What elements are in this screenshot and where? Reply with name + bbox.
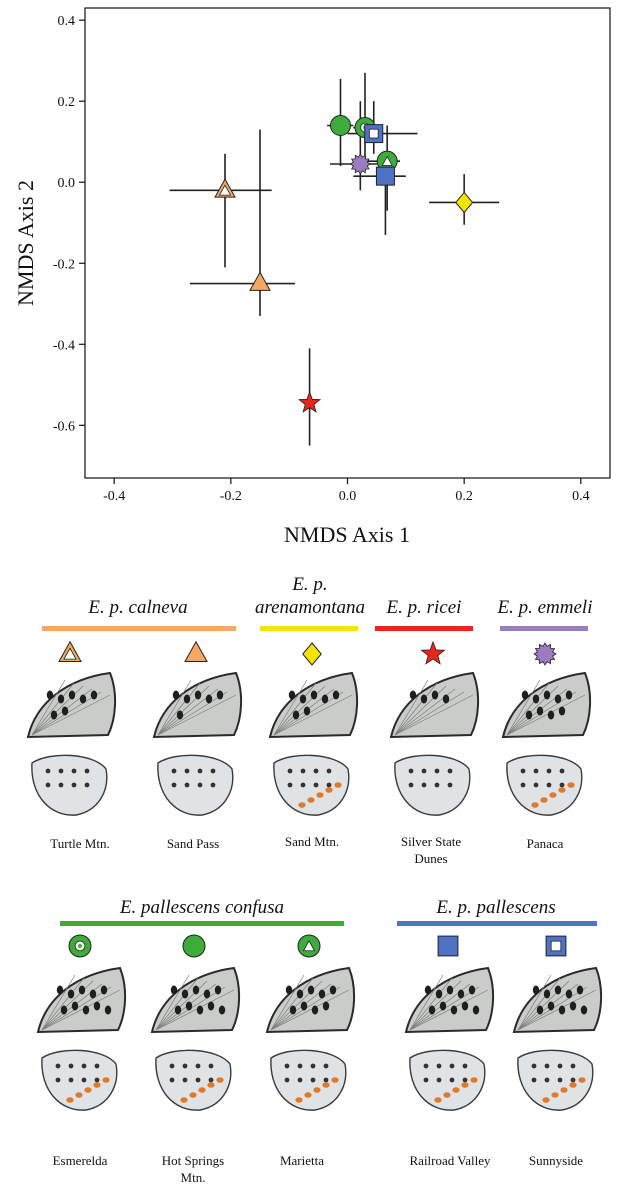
site-label-silver-state-line2: Dunes <box>414 851 448 866</box>
forewing-railroad-valley <box>404 966 495 1034</box>
point-marker-silver-state-dunes <box>298 390 322 413</box>
forewing-hot-springs-mtn <box>150 966 241 1034</box>
hindwing-hot-springs-mtn <box>155 1049 232 1111</box>
x-tick-label: -0.2 <box>220 489 242 504</box>
plot-frame <box>84 7 611 479</box>
point-marker-hot-springs-mtn <box>330 115 351 136</box>
hindwing-railroad-valley <box>409 1049 486 1111</box>
x-tick-label: -0.4 <box>103 489 125 504</box>
point-sand-mtn <box>455 191 474 214</box>
nmds-scatter-plot: -0.4 -0.2 0.0 0.2 0.4 0.4 0.2 0.0 -0.2 -0.4 -0.6 N… <box>13 7 611 547</box>
site-label-sand-mtn: Sand Mtn. <box>284 834 340 849</box>
point-silver-state-dunes <box>298 390 322 413</box>
group-bar-ricei <box>375 626 473 631</box>
forewing-esmerelda <box>36 966 127 1034</box>
point-marker-railroad-valley <box>375 166 395 186</box>
x-axis-title: NMDS Axis 1 <box>284 522 410 547</box>
forewing-turtle-mtn <box>26 671 117 739</box>
group-title-emmeli: E. p. emmeli <box>497 597 593 618</box>
site-label-sand-pass: Sand Pass <box>166 836 220 851</box>
y-axis-title: NMDS Axis 2 <box>13 180 38 306</box>
hindwing-turtle-mtn <box>31 754 108 816</box>
legend-marker-panaca <box>533 642 557 666</box>
group-bar-emmeli <box>500 626 588 631</box>
point-marker-sand-pass <box>249 271 271 291</box>
legend-marker-hot-springs-mtn <box>182 934 206 958</box>
point-marker-panaca <box>349 153 372 175</box>
legend-symbol-railroad-valley <box>437 935 459 957</box>
legend-marker-silver-state-dunes <box>420 640 446 665</box>
site-label-esmerelda: Esmerelda <box>52 1153 108 1168</box>
legend-symbol-silver-state-dunes <box>420 640 446 665</box>
hindwing-esmerelda <box>41 1049 118 1111</box>
legend-marker-sunnyside <box>545 935 567 957</box>
y-tick-label: 0.0 <box>58 176 76 191</box>
forewing-sunnyside <box>512 966 603 1034</box>
legend-marker-sand-mtn <box>302 642 322 666</box>
point-railroad-valley <box>375 166 395 186</box>
group-title-calneva: E. p. calneva <box>88 597 188 618</box>
hindwing-sand-mtn <box>273 754 350 816</box>
y-tick-label: -0.2 <box>53 257 75 272</box>
site-label-hot-springs-line1: Hot Springs <box>161 1153 225 1168</box>
hindwing-silver-state-dunes <box>394 754 471 816</box>
x-tick-label: 0.0 <box>339 489 357 504</box>
point-panaca <box>349 153 372 175</box>
y-tick-label: -0.6 <box>53 419 75 434</box>
group-bar-arenamontana <box>260 626 358 631</box>
point-sand-pass <box>249 271 271 291</box>
legend-symbol-esmerelda <box>68 934 92 958</box>
site-label-panaca: Panaca <box>526 836 564 851</box>
hindwing-sand-pass <box>157 754 234 816</box>
legend-symbol-sand-pass <box>184 640 208 663</box>
site-label-hot-springs-line2: Mtn. <box>180 1170 206 1185</box>
hindwing-marietta <box>270 1049 347 1111</box>
group-title-pallescens: E. p. pallescens <box>436 897 556 918</box>
site-label-marietta: Marietta <box>279 1153 325 1168</box>
hindwing-sunnyside <box>517 1049 594 1111</box>
legend-marker-sand-pass <box>184 640 208 663</box>
group-title-arenamontana-line1: E. p. <box>292 574 328 595</box>
point-marker-sand-mtn <box>455 191 474 214</box>
group-bar-confusa <box>60 921 344 926</box>
forewing-sand-pass <box>152 671 243 739</box>
legend-symbol-sand-mtn <box>302 642 322 666</box>
y-tick-label: 0.2 <box>58 95 76 110</box>
legend-marker-turtle-mtn <box>58 640 82 663</box>
legend-marker-railroad-valley <box>437 935 459 957</box>
group-title-arenamontana-line2: arenamontana <box>254 597 366 618</box>
legend-marker-esmerelda <box>68 934 92 958</box>
forewing-sand-mtn <box>268 671 359 739</box>
point-sunnyside <box>364 124 384 144</box>
forewing-silver-state-dunes <box>389 671 480 739</box>
legend-symbol-marietta <box>297 934 321 958</box>
site-label-sunnyside: Sunnyside <box>528 1153 584 1168</box>
group-bar-calneva <box>42 626 236 631</box>
axis-ticks: -0.4 -0.2 0.0 0.2 0.4 0.4 0.2 0.0 -0.2 -0.4 -0.6 <box>53 14 590 504</box>
legend-symbol-sunnyside <box>545 935 567 957</box>
point-hot-springs-mtn <box>330 115 351 136</box>
point-turtle-mtn <box>214 178 236 198</box>
group-title-confusa: E. pallescens confusa <box>119 897 285 918</box>
legend-symbol-turtle-mtn <box>58 640 82 663</box>
site-label-railroad-valley: Railroad Valley <box>409 1153 491 1168</box>
site-label-silver-state-line1: Silver State <box>400 834 462 849</box>
y-tick-label: -0.4 <box>53 338 75 353</box>
group-bar-pallescens <box>397 921 597 926</box>
legend-symbol-hot-springs-mtn <box>182 934 206 958</box>
x-tick-label: 0.2 <box>455 489 473 504</box>
legend-marker-marietta <box>297 934 321 958</box>
group-title-ricei: E. p. ricei <box>386 597 462 618</box>
x-tick-label: 0.4 <box>572 489 590 504</box>
legend-symbol-panaca <box>533 642 557 666</box>
y-tick-label: 0.4 <box>58 14 76 29</box>
point-markers <box>214 115 474 413</box>
forewing-marietta <box>265 966 356 1034</box>
forewing-panaca <box>501 671 592 739</box>
site-label-turtle-mtn: Turtle Mtn. <box>50 836 110 851</box>
hindwing-panaca <box>506 754 583 816</box>
